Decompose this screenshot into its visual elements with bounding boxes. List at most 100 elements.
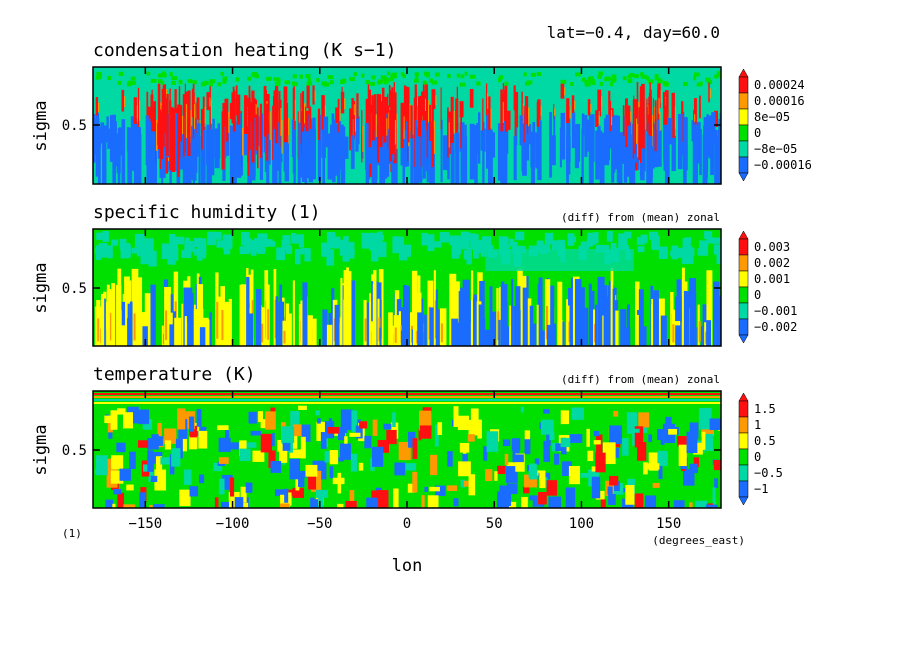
field-cell xyxy=(222,79,227,84)
field-cell xyxy=(449,235,460,246)
field-cell xyxy=(140,249,149,265)
field-cell xyxy=(506,483,518,494)
field-cell xyxy=(485,469,493,482)
field-cell xyxy=(487,96,491,137)
field-cell xyxy=(196,97,200,120)
field-cell xyxy=(549,431,555,441)
field-cell xyxy=(235,85,238,116)
field-cell xyxy=(343,236,349,252)
field-cell xyxy=(386,128,390,177)
field-cell xyxy=(515,91,519,128)
field-cell xyxy=(388,312,393,346)
field-cell xyxy=(683,117,688,171)
field-cell xyxy=(134,233,145,248)
field-cell xyxy=(457,415,470,430)
field-cell xyxy=(447,73,451,78)
field-cell xyxy=(487,129,493,184)
colorbar-arrow-top xyxy=(738,230,749,240)
field-cell xyxy=(124,96,126,108)
field-cell xyxy=(462,279,469,346)
field-cell xyxy=(653,107,655,122)
field-cell xyxy=(440,87,442,130)
field-cell xyxy=(470,408,479,426)
field-cell xyxy=(332,119,336,183)
colorbar-swatch xyxy=(738,108,749,126)
field-cell xyxy=(663,81,668,86)
field-cell xyxy=(214,497,219,508)
field-cell xyxy=(256,288,262,346)
field-cell xyxy=(554,453,560,465)
field-cell xyxy=(523,72,527,77)
field-cell xyxy=(267,309,270,340)
field-cell xyxy=(646,76,650,81)
field-cell xyxy=(371,446,384,467)
field-cell xyxy=(648,434,653,442)
field-cell xyxy=(711,237,721,244)
field-cell xyxy=(478,304,484,346)
field-cell xyxy=(627,124,632,177)
panel-specific-humidity: specific humidity (1) (diff) from (mean)… xyxy=(31,202,797,347)
field-cell xyxy=(539,470,546,489)
colorbar-swatch xyxy=(738,140,749,158)
field-cell xyxy=(161,73,167,78)
field-cell xyxy=(646,463,660,470)
field-cell xyxy=(474,124,478,184)
field-cell xyxy=(699,95,701,119)
field-cell xyxy=(364,123,368,170)
field-cell xyxy=(106,245,113,259)
colorbar-label: 1 xyxy=(754,418,761,432)
heatmap-field xyxy=(93,71,721,184)
field-cell xyxy=(221,111,225,170)
field-cell xyxy=(257,107,259,169)
field-cell xyxy=(340,293,343,346)
field-cell xyxy=(699,81,703,86)
field-cell xyxy=(476,81,481,86)
field-cell xyxy=(218,457,229,464)
field-cell xyxy=(549,112,553,178)
field-cell xyxy=(221,310,224,341)
field-cell xyxy=(368,89,371,148)
field-cell xyxy=(524,437,531,455)
field-cell xyxy=(354,112,356,132)
field-cell xyxy=(597,126,601,155)
field-cell xyxy=(193,309,199,346)
field-cell xyxy=(315,410,320,416)
field-cell xyxy=(652,123,655,169)
field-cell xyxy=(706,237,716,244)
field-cell xyxy=(501,281,505,346)
field-cell xyxy=(460,111,463,149)
field-cell xyxy=(587,120,592,146)
field-cell xyxy=(372,419,378,436)
field-cell xyxy=(117,128,121,184)
field-cell xyxy=(483,329,491,346)
field-cell xyxy=(459,82,466,87)
field-cell xyxy=(164,428,177,444)
field-cell xyxy=(421,91,425,116)
field-cell xyxy=(286,492,292,506)
field-cell xyxy=(701,326,708,346)
field-cell xyxy=(609,425,622,444)
field-cell xyxy=(209,129,215,176)
field-cell xyxy=(239,284,247,346)
field-cell xyxy=(545,305,548,340)
field-cell xyxy=(105,499,114,508)
field-cell xyxy=(232,124,237,184)
field-cell xyxy=(359,421,368,429)
field-cell xyxy=(322,309,328,346)
field-cell xyxy=(249,122,252,184)
field-cell xyxy=(627,79,633,84)
field-cell xyxy=(207,231,217,246)
field-cell xyxy=(210,99,212,124)
field-cell xyxy=(604,118,610,166)
field-cell xyxy=(595,244,606,253)
field-cell xyxy=(574,130,579,169)
field-cell xyxy=(353,104,355,115)
field-cell xyxy=(306,84,310,109)
field-cell xyxy=(600,134,605,184)
field-cell xyxy=(239,440,247,457)
field-cell xyxy=(511,438,521,451)
field-cell xyxy=(447,107,449,158)
field-cell xyxy=(196,409,202,427)
field-cell xyxy=(523,486,530,494)
field-cell xyxy=(251,72,257,77)
